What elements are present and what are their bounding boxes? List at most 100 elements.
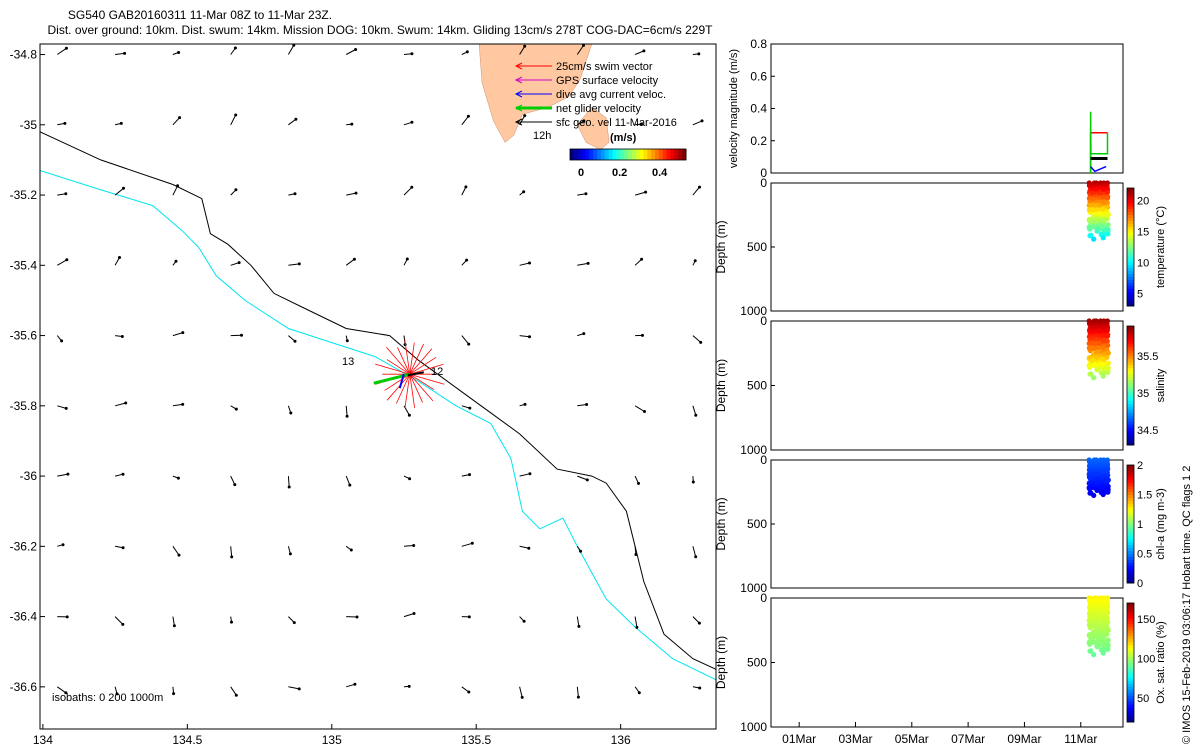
- map-xtick-label-0: 134: [33, 733, 53, 747]
- p3-cbar-tick-2: 1: [1137, 519, 1143, 531]
- p1-colorbar-cell-37: [1127, 193, 1134, 198]
- title-line-2: Dist. over ground: 10km. Dist. swum: 14k…: [47, 23, 713, 37]
- current-vector-46: [634, 257, 644, 266]
- current-vector-110: [172, 686, 176, 696]
- current-vector-3: [230, 46, 237, 55]
- profile-panel-frame-4: [770, 597, 1124, 728]
- p4-colorbar-cell-21: [1127, 656, 1134, 661]
- p2-colorbar-cell-19: [1127, 385, 1134, 389]
- p3-colorbar-cell-18: [1127, 526, 1134, 531]
- p2-sample-1-21: [1091, 375, 1097, 381]
- time-tick-label-5: 11Mar: [1064, 732, 1097, 746]
- map-legend: 25cm/s swim vector GPS surface velocity …: [514, 61, 687, 179]
- p1-colorbar-cell-31: [1127, 211, 1134, 216]
- map-ytick-label-0: -34.8: [10, 48, 38, 62]
- current-vector-57: [577, 332, 586, 337]
- p2-colorbar-cell-4: [1127, 430, 1134, 434]
- p1-sample-5-14: [1104, 216, 1110, 222]
- vel-ytick-label-1: 0.2: [750, 134, 767, 148]
- legend-colorbar-cell-19: [643, 149, 648, 160]
- legend-time-label: 12h: [533, 130, 551, 142]
- current-vector-87: [230, 546, 234, 559]
- swim-vector-19: [409, 348, 433, 375]
- p1-sample-0-21: [1088, 232, 1094, 238]
- p1-sample-1-21: [1091, 236, 1097, 242]
- swim-vector-2: [409, 373, 435, 390]
- map-ytick-label-1: -35: [20, 118, 38, 132]
- p2-colorbar-cell-18: [1127, 388, 1134, 392]
- legend-colorbar-cell-18: [639, 149, 644, 160]
- p2-colorbar-cell-33: [1127, 343, 1134, 348]
- legend-colorbar-cell-21: [651, 149, 656, 160]
- vel-series-3: [1090, 165, 1107, 173]
- p1-cbar-tick-2: 15: [1137, 226, 1149, 238]
- current-vector-71: [692, 405, 698, 417]
- map-ytick-label-6: -36: [20, 469, 38, 483]
- current-vector-30: [403, 185, 414, 196]
- current-vector-21: [577, 119, 586, 126]
- p3-colorbar-cell-20: [1127, 521, 1134, 525]
- p2-colorbar-cell-16: [1127, 394, 1134, 398]
- vel-ylabel: velocity magnitude (m/s): [728, 49, 740, 168]
- legend-colorbar-cell-24: [662, 149, 668, 160]
- p1-ytick-label-1: 500: [747, 240, 767, 254]
- legend-swim-vector: 25cm/s swim vector: [556, 61, 653, 73]
- current-vector-13: [114, 121, 123, 126]
- current-vector-55: [461, 335, 471, 346]
- p2-sample-1-18: [1090, 358, 1096, 364]
- p2-colorbar-cell-28: [1127, 358, 1134, 363]
- p1-colorbar-cell-21: [1127, 241, 1134, 245]
- p1-colorbar-cell-14: [1127, 261, 1134, 266]
- p3-colorbar-cell-12: [1127, 544, 1134, 549]
- p3-colorbar-cell-31: [1127, 488, 1134, 493]
- profile-panel-frame-2: [770, 320, 1124, 451]
- p4-colorbar-cell-6: [1127, 701, 1134, 705]
- legend-colorbar-cell-29: [682, 149, 687, 160]
- p4-colorbar-cell-26: [1127, 641, 1134, 646]
- p4-ytick-label-0: 0: [760, 591, 767, 605]
- current-vector-96: [57, 615, 69, 619]
- p1-sample-5-15: [1104, 212, 1110, 218]
- p1-colorbar-cell-39: [1127, 188, 1134, 192]
- legend-colorbar-label: (m/s): [610, 132, 637, 144]
- p3-colorbar-cell-22: [1127, 515, 1134, 519]
- map-frame: [39, 43, 717, 730]
- current-vector-26: [172, 184, 180, 196]
- current-vector-69: [577, 403, 589, 407]
- p4-sample-2-12: [1094, 622, 1100, 628]
- p4-sample-5-4: [1104, 604, 1110, 611]
- current-vector-83: [691, 476, 695, 484]
- current-vector-9: [576, 44, 585, 55]
- p4-colorbar-cell-29: [1127, 632, 1134, 637]
- legend-colorbar-cell-11: [612, 149, 617, 160]
- map-axes: 134 134.5 135 135.5 136 -34.8 -35 -35.2 -35.4 -35…: [10, 43, 717, 747]
- current-vector-32: [519, 190, 526, 196]
- current-vector-114: [403, 684, 411, 688]
- legend-sfc-geo-velocity: sfc geo. vel 11-Mar-2016: [556, 117, 677, 129]
- legend-arrowhead-2: [514, 90, 523, 98]
- legend-colorbar-tick-0: 0: [578, 167, 584, 179]
- legend-colorbar-cell-14: [624, 149, 629, 160]
- p2-sample-2-12: [1094, 345, 1100, 351]
- legend-net-glider-velocity: net glider velocity: [556, 103, 641, 115]
- p3-colorbar-cell-1: [1127, 577, 1134, 581]
- p3-colorbar-cell-15: [1127, 535, 1134, 540]
- map-land-layer: [478, 44, 610, 150]
- p4-sample-0-19: [1086, 640, 1092, 646]
- imos-credit: © IMOS 15-Feb-2019 03:06:17 Hobart time.…: [1181, 465, 1193, 744]
- p4-colorbar-cell-30: [1127, 629, 1134, 634]
- p2-sample-5-20: [1105, 369, 1111, 375]
- current-vector-94: [634, 546, 638, 556]
- land-polygon-0: [478, 44, 593, 143]
- current-vector-8: [519, 44, 527, 55]
- map-ytick-label-8: -36.4: [10, 610, 38, 624]
- p3-ytick-label-0: 0: [760, 453, 767, 467]
- swim-vector-14: [386, 346, 411, 375]
- current-vector-95: [692, 546, 698, 559]
- current-vector-56: [519, 335, 531, 339]
- p1-ytick-label-0: 0: [760, 176, 767, 190]
- current-vector-58: [635, 333, 644, 337]
- current-vector-75: [230, 475, 237, 487]
- p4-sample-1-18: [1090, 635, 1096, 641]
- current-vector-98: [172, 616, 176, 628]
